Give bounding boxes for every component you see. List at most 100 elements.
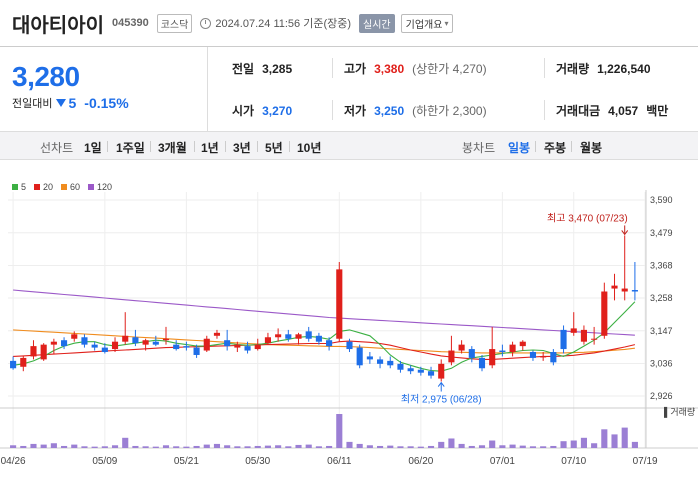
volume-bar	[193, 445, 200, 448]
candle-daily[interactable]: 일봉	[508, 141, 531, 155]
candle-body	[326, 340, 333, 347]
candle	[336, 261, 343, 342]
candle-body	[489, 349, 496, 366]
candle-body	[580, 329, 587, 342]
volume-bar	[213, 443, 221, 448]
candle-body	[438, 363, 445, 379]
volume-bar	[397, 446, 404, 448]
volume-bar	[132, 445, 139, 448]
candle	[438, 359, 445, 382]
candlestick-chart[interactable]: 3,5903,4793,3683,2583,1473,0362,926▌거래량 …	[0, 190, 698, 480]
candle	[570, 312, 577, 336]
candle	[295, 332, 302, 345]
candle	[377, 356, 384, 369]
candle	[346, 338, 353, 353]
candle-weekly[interactable]: 주봉	[544, 141, 567, 155]
y-tick-label: 3,147	[650, 326, 673, 336]
candle	[213, 329, 221, 339]
period-10y[interactable]: 10년	[297, 141, 322, 155]
candle	[529, 350, 537, 361]
candle	[203, 335, 210, 353]
divider	[225, 141, 226, 152]
candle	[356, 344, 363, 369]
candle	[101, 343, 108, 354]
period-1d[interactable]: 1일	[84, 141, 102, 155]
divider	[544, 58, 545, 78]
volume-bar	[264, 445, 271, 448]
candle	[417, 366, 424, 376]
candle-body	[570, 328, 577, 333]
candle-body	[458, 344, 465, 351]
prev-close-cell: 전일 3,285	[232, 60, 292, 77]
divider	[289, 141, 290, 152]
volume-bar	[305, 444, 312, 448]
volume-bar	[519, 445, 526, 448]
candle-body	[295, 334, 302, 339]
market-badge: 코스닥	[156, 13, 193, 33]
min-price-label: 최저 2,975 (06/28)	[401, 394, 482, 406]
max-price-label: 최고 3,470 (07/23)	[547, 212, 628, 224]
candle	[550, 349, 557, 366]
series-ma120	[13, 289, 635, 336]
candle	[621, 235, 628, 301]
volume-bar	[81, 446, 88, 448]
volume-bar	[458, 443, 465, 448]
candle-body	[224, 340, 231, 347]
y-tick-label: 3,258	[650, 293, 673, 303]
period-5y[interactable]: 5년	[265, 141, 283, 155]
volume-bar	[591, 443, 598, 448]
candle-body	[540, 356, 547, 358]
candle-body	[550, 352, 557, 363]
period-3m[interactable]: 3개월	[158, 141, 187, 155]
company-overview-button[interactable]: 기업개요 ▾	[400, 13, 454, 33]
volume-bar	[560, 441, 567, 448]
candle-chart-label: 봉차트	[462, 141, 496, 155]
divider	[194, 141, 195, 152]
candle-body	[417, 369, 424, 373]
open-cell: 시가 3,270	[232, 102, 292, 119]
candle	[478, 354, 486, 372]
candle	[427, 366, 435, 379]
volume-bar	[631, 441, 638, 448]
candle-body	[30, 346, 37, 357]
volume-bar	[570, 440, 577, 448]
period-1w[interactable]: 1주일	[116, 141, 145, 155]
candle-body	[468, 349, 475, 358]
realtime-button[interactable]: 실시간	[359, 13, 395, 33]
volume-bar	[356, 443, 363, 448]
candle	[519, 340, 526, 351]
candle-body	[315, 335, 322, 342]
stock-code: 045390	[112, 17, 149, 29]
candle-body	[111, 341, 119, 350]
volume-bar	[30, 443, 37, 448]
candle-body	[448, 350, 455, 363]
open-label: 시가	[232, 104, 255, 118]
candle	[285, 329, 292, 342]
candle	[407, 365, 414, 375]
company-overview-label: 기업개요	[405, 19, 443, 31]
y-tick-label: 2,926	[650, 391, 673, 401]
volume-bar	[489, 440, 496, 448]
candle	[183, 341, 190, 351]
volume-bar	[509, 444, 516, 448]
high-label: 고가	[344, 62, 367, 76]
volume-bar	[601, 429, 608, 448]
candle-body	[183, 346, 190, 348]
clock-icon	[200, 17, 212, 29]
volume-cell: 거래량 1,226,540	[556, 60, 651, 77]
candle-body	[285, 334, 292, 339]
candle-body	[10, 360, 17, 369]
period-3y[interactable]: 3년	[233, 141, 251, 155]
volume-bar	[254, 445, 261, 448]
volume-bar	[468, 445, 475, 448]
volume-bar	[152, 446, 159, 448]
period-1y[interactable]: 1년	[201, 141, 219, 155]
candle-body	[529, 352, 537, 358]
candle-monthly[interactable]: 월봉	[580, 141, 603, 155]
amount-cell: 거래대금 4,057 백만	[556, 102, 668, 119]
candle-body	[40, 344, 47, 360]
volume-bar	[295, 444, 302, 448]
candle	[254, 338, 261, 351]
x-tick-label: 05/21	[174, 456, 199, 467]
price-box: 3,280 전일대비 5 -0.15%	[0, 47, 208, 133]
